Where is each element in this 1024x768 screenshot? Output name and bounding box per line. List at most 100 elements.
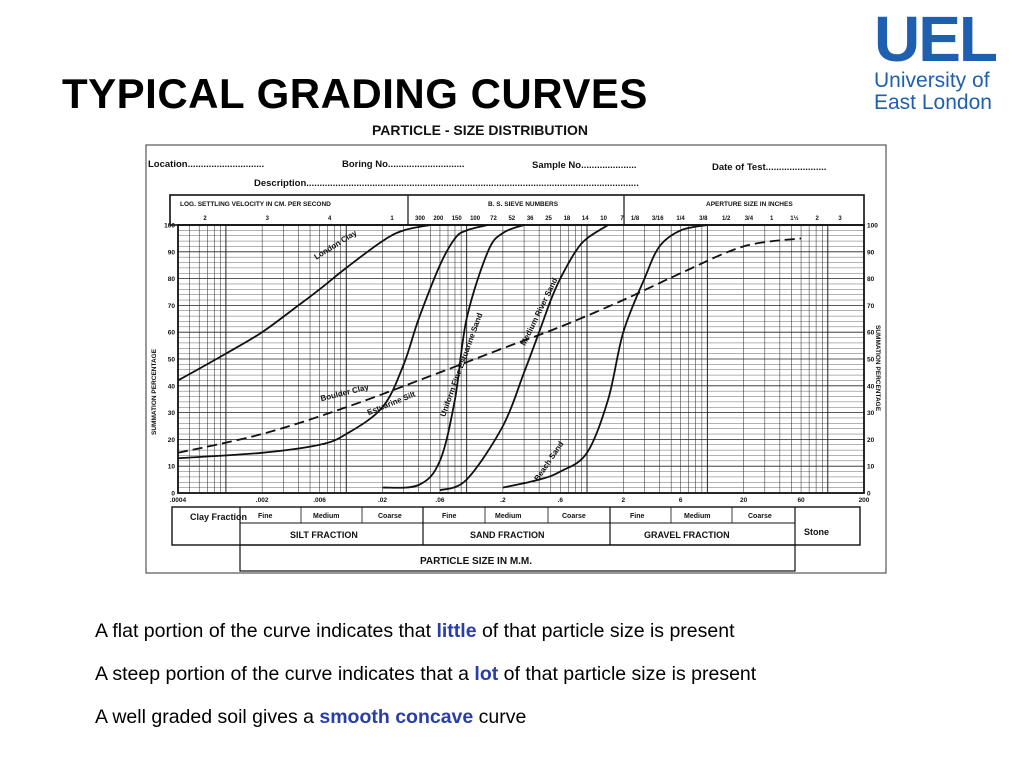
curve-uniform-fine-estuarine-sand	[382, 224, 525, 489]
curve-estuarine-silt	[177, 224, 489, 460]
y-tick-label-right: 80	[867, 276, 875, 283]
date-dots: .......................	[766, 162, 827, 173]
note-steep: A steep portion of the curve indicates t…	[95, 663, 756, 686]
chart-grid	[177, 224, 865, 494]
scan-border	[145, 144, 887, 574]
y-tick-label-left: 30	[168, 410, 176, 417]
y-tick-label-left: 10	[168, 464, 176, 471]
sieve-header: B. S. SIEVE NUMBERS	[488, 201, 559, 208]
settling-ticks: 2 3 4 1	[203, 216, 394, 222]
y-tick-label-left: 50	[168, 357, 176, 364]
description-dots: ........................................…	[306, 178, 639, 189]
sieve-number-label: 36	[527, 216, 534, 222]
y-ticks: 0 0 10 10 20 20 30 30 40 40 50 50 60 60 70 70 80 80 90 90 10…	[164, 223, 878, 498]
sand-fine: Fine	[442, 513, 456, 520]
curves	[177, 224, 802, 492]
note-steep-emphasis: lot	[474, 663, 499, 685]
field-location: Location.............................	[148, 159, 264, 170]
silt-medium: Medium	[313, 513, 339, 520]
stone-label: Stone	[804, 527, 829, 537]
note-flat: A flat portion of the curve indicates th…	[95, 620, 735, 643]
x-tick-label: 6	[679, 497, 683, 504]
settling-tick-label: 4	[328, 216, 332, 222]
sieve-number-label: 150	[452, 216, 463, 222]
aperture-size-label: 1/8	[631, 216, 640, 222]
sieve-number-label: 300	[415, 216, 426, 222]
fraction-table: Clay Fraction Fine Medium Coarse Fine Me…	[171, 506, 861, 572]
x-tick-label: 2	[621, 497, 625, 504]
sample-label: Sample No	[532, 160, 581, 171]
curve-boulder-clay	[177, 237, 802, 454]
x-ticks: .0004 .002 .006 .02 .06 .2 .6 2 6 20 60 200	[170, 497, 870, 504]
y-tick-label-right: 10	[867, 464, 875, 471]
boring-label: Boring No	[342, 159, 388, 170]
silt-coarse: Coarse	[378, 513, 402, 520]
y-tick-label-right: 70	[867, 303, 875, 310]
aperture-ticks: 1/8 3/16 1/4 3/8 1/2 3/4 1 1½ 2 3	[631, 215, 843, 222]
sieve-ticks: 300 200 150 100 72 52 36 25 18 14 10 7	[415, 216, 624, 222]
x-tick-label: .06	[435, 497, 444, 504]
field-boring: Boring No.............................	[342, 159, 464, 170]
x-tick-label: 200	[859, 497, 870, 504]
clay-fraction-label: Clay Fraction	[190, 512, 247, 522]
sieve-number-label: 7	[620, 216, 624, 222]
aperture-size-label: 1	[770, 216, 774, 222]
slide-title: TYPICAL GRADING CURVES	[62, 70, 648, 117]
note-steep-pre: A steep portion of the curve indicates t…	[95, 663, 475, 685]
x-tick-label: .006	[313, 497, 326, 504]
gravel-coarse: Coarse	[748, 513, 772, 520]
aperture-size-label: 1/4	[676, 216, 685, 222]
aperture-header: APERTURE SIZE IN INCHES	[706, 201, 793, 208]
gravel-fine: Fine	[630, 513, 644, 520]
x-tick-label: 60	[797, 497, 805, 504]
logo-line-1: University of	[874, 69, 990, 92]
y-tick-label-left: 80	[168, 276, 176, 283]
x-axis-label: PARTICLE SIZE IN M.M.	[420, 556, 532, 567]
note-flat-emphasis: little	[436, 620, 477, 642]
field-description: Description.............................…	[254, 178, 639, 189]
date-label: Date of Test	[712, 162, 767, 173]
logo-line-2: East London	[874, 91, 992, 114]
aperture-size-label: 3/4	[745, 216, 754, 222]
note-graded-post: curve	[473, 706, 527, 728]
note-graded-emphasis: smooth concave	[319, 706, 474, 728]
y-axis-label-left: SUMMATION PERCENTAGE	[151, 348, 158, 435]
sieve-number-label: 52	[508, 216, 515, 222]
sieve-number-label: 200	[433, 216, 444, 222]
y-axis-label-right: SUMMATION PERCENTAGE	[874, 325, 881, 412]
note-flat-pre: A flat portion of the curve indicates th…	[95, 620, 437, 642]
aperture-size-label: 1½	[790, 215, 798, 222]
xlabel-frame	[239, 544, 796, 572]
y-tick-label-left: 0	[171, 491, 175, 498]
silt-fraction-label: SILT FRACTION	[290, 530, 358, 540]
y-tick-label-right: 90	[867, 249, 875, 256]
y-tick-label-right: 0	[867, 491, 871, 498]
chart-heading: PARTICLE - SIZE DISTRIBUTION	[372, 122, 588, 138]
y-tick-label-left: 20	[168, 437, 176, 444]
y-tick-label-left: 100	[164, 223, 175, 230]
note-graded: A well graded soil gives a smooth concav…	[95, 706, 526, 729]
x-tick-label: .0004	[170, 497, 187, 504]
x-tick-label: .6	[558, 497, 564, 504]
y-tick-label-right: 60	[867, 330, 875, 337]
settling-tick-label: 1	[390, 216, 394, 222]
sand-coarse: Coarse	[562, 513, 586, 520]
aperture-size-label: 1/2	[722, 216, 731, 222]
aperture-size-label: 3	[838, 216, 842, 222]
sieve-number-label: 18	[564, 216, 571, 222]
logo-mark: UEL	[874, 3, 998, 75]
description-label: Description	[254, 178, 306, 189]
sieve-number-label: 72	[490, 216, 497, 222]
x-tick-label: .002	[256, 497, 269, 504]
y-tick-label-left: 90	[168, 249, 176, 256]
sand-medium: Medium	[495, 513, 521, 520]
location-label: Location	[148, 159, 188, 170]
settling-tick-label: 3	[266, 216, 270, 222]
sieve-number-label: 25	[545, 216, 552, 222]
y-tick-label-left: 70	[168, 303, 176, 310]
gravel-medium: Medium	[684, 513, 710, 520]
sieve-number-label: 10	[600, 216, 607, 222]
y-tick-label-left: 60	[168, 330, 176, 337]
sample-dots: .....................	[581, 160, 636, 171]
sand-fraction-label: SAND FRACTION	[470, 530, 545, 540]
